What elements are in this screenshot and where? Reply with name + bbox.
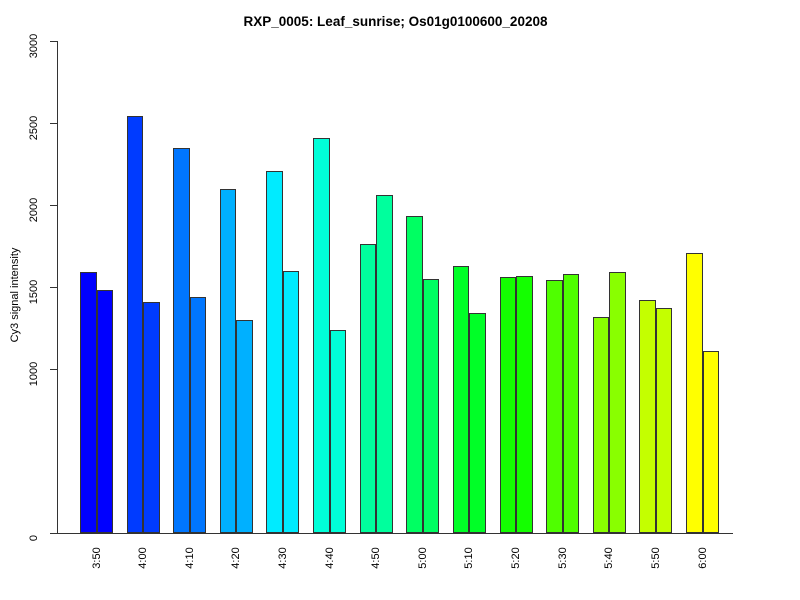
x-tick-label: 5:00	[416, 547, 429, 569]
x-tick-label: 5:10	[463, 547, 476, 569]
bar	[126, 116, 144, 533]
bar	[219, 188, 237, 533]
bar	[406, 216, 423, 533]
x-tick-label: 6:00	[696, 547, 709, 569]
bar	[469, 313, 486, 533]
x-tick-label: 4:00	[137, 547, 150, 569]
bar	[266, 170, 283, 533]
x-tick-label: 4:20	[230, 547, 243, 569]
y-axis-tick	[50, 369, 57, 370]
y-tick-label: 2500	[28, 115, 40, 141]
bar	[80, 272, 97, 533]
bar	[282, 270, 300, 533]
y-tick-label: 3000	[28, 33, 40, 59]
y-axis-tick	[50, 205, 57, 206]
bar	[499, 277, 517, 533]
x-tick-label: 3:50	[90, 547, 103, 569]
x-tick-label: 5:20	[510, 547, 523, 569]
bar	[516, 275, 533, 533]
y-axis-label: Cy3 signal intensity	[9, 247, 21, 343]
y-tick-label: 2000	[28, 197, 40, 223]
bar	[96, 290, 113, 533]
y-axis-tick	[50, 287, 57, 288]
bar	[189, 296, 207, 533]
chart-title: RXP_0005: Leaf_sunrise; Os01g0100600_202…	[243, 14, 548, 29]
bar	[562, 273, 580, 533]
x-tick-label: 4:30	[276, 547, 289, 569]
bar	[639, 300, 656, 533]
bar	[702, 350, 720, 533]
x-tick-label: 5:50	[649, 547, 662, 569]
x-tick-label: 4:50	[370, 547, 383, 569]
bar	[686, 252, 703, 533]
x-axis-line	[57, 533, 733, 534]
bar	[329, 329, 347, 533]
x-tick-label: 5:30	[556, 547, 569, 569]
bar	[236, 319, 253, 533]
bar	[655, 308, 673, 533]
x-tick-label: 4:10	[183, 547, 196, 569]
bar	[359, 244, 377, 533]
y-tick-label: 1500	[28, 279, 40, 305]
bar	[313, 137, 330, 533]
bar	[422, 278, 440, 533]
x-tick-label: 5:40	[603, 547, 616, 569]
bar	[609, 272, 626, 533]
y-tick-label: 0	[28, 534, 40, 542]
y-axis-tick	[50, 533, 57, 534]
x-tick-label: 4:40	[323, 547, 336, 569]
y-axis-tick	[50, 41, 57, 42]
y-axis-tick	[50, 123, 57, 124]
bar	[143, 301, 160, 533]
bar	[452, 265, 470, 533]
y-axis-line	[57, 41, 58, 533]
bar	[546, 280, 563, 533]
y-tick-label: 1000	[28, 361, 40, 387]
bar	[173, 147, 190, 533]
bar	[376, 195, 393, 533]
bar	[592, 316, 610, 533]
